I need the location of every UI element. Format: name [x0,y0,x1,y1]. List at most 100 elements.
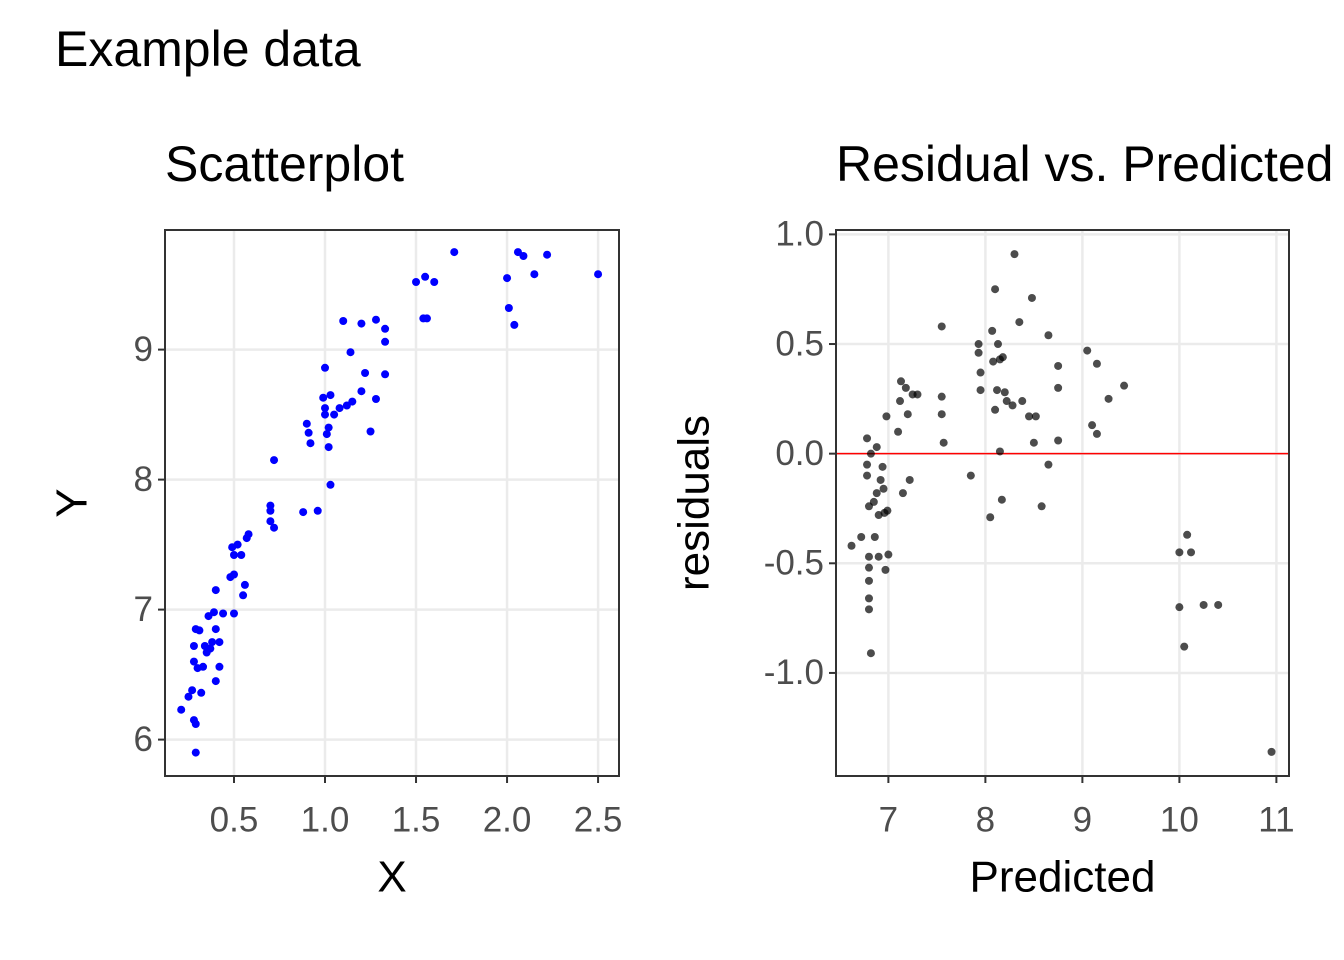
x-tick-label: 7 [879,800,898,839]
point [594,270,603,279]
point [1010,250,1019,259]
point [866,649,875,658]
x-axis-title: X [377,853,406,902]
point [357,319,366,328]
x-axis-title: Predicted [970,853,1156,902]
panel-border [164,229,620,777]
y-tick-label: 8 [134,460,153,499]
point [976,368,985,377]
point [876,475,885,484]
x-tick-label: 8 [976,800,995,839]
point [326,480,335,489]
point [430,278,439,286]
point [504,304,513,312]
point [1054,383,1063,392]
point [357,387,366,396]
y-axis-title: Y [48,488,97,517]
point [339,317,348,325]
point [847,541,856,550]
point [195,626,204,635]
point [240,580,249,589]
point [177,705,186,714]
point [998,353,1007,362]
point [304,428,313,437]
point [371,395,380,403]
point [1187,548,1196,557]
point [986,513,995,522]
panel-title: Residual vs. Predicted [836,136,1333,192]
point [864,594,873,603]
point [510,320,519,329]
x-tick-label: 1.5 [392,800,441,839]
point [266,517,275,526]
x-tick-label: 9 [1073,800,1092,839]
point [864,605,873,614]
point [997,495,1006,504]
y-tick-label: 0.0 [775,434,824,473]
point [1000,388,1009,397]
point [1175,548,1184,557]
point [939,438,948,447]
point [381,337,390,346]
y-tick-label: 1.0 [775,215,824,254]
point [321,404,330,413]
point [1092,429,1101,438]
point [864,576,873,585]
point [1044,460,1053,469]
x-tick-label: 2.0 [483,800,532,839]
y-axis-title: residuals [670,415,719,591]
point [1025,412,1034,421]
point [1054,361,1063,370]
panel-title: Scatterplot [165,136,404,192]
point [1018,397,1027,406]
point [189,642,198,650]
point [244,530,253,539]
point [976,386,985,395]
point [937,322,946,331]
point [1044,331,1053,340]
point [872,443,881,452]
point [864,552,873,561]
point [324,423,333,432]
point [1037,502,1046,511]
point [519,252,528,260]
point [543,250,552,259]
point [346,348,355,357]
point [189,657,198,666]
point [206,644,215,653]
x-tick-label: 0.5 [210,800,259,839]
y-tick-label: -1.0 [764,653,824,692]
point [422,314,431,323]
point [884,550,893,559]
point [937,410,946,419]
point [857,532,866,541]
point [864,563,873,572]
point [881,565,890,574]
point [1199,600,1208,609]
point [184,692,193,701]
point [1120,381,1129,390]
point [299,508,308,517]
point [412,278,421,286]
point [878,462,887,471]
point [381,370,390,379]
point [211,677,220,686]
point [863,471,872,480]
point [348,397,357,406]
point [319,393,328,402]
x-tick-label: 2.5 [574,800,623,839]
point [322,430,331,439]
point [896,397,905,406]
point [229,609,238,618]
point [324,443,333,452]
point [191,720,200,728]
point [905,475,914,484]
point [530,270,539,279]
point [1015,318,1024,327]
point [321,410,330,419]
point [211,586,220,595]
point [993,386,1002,395]
point [879,484,888,493]
point [361,369,370,377]
